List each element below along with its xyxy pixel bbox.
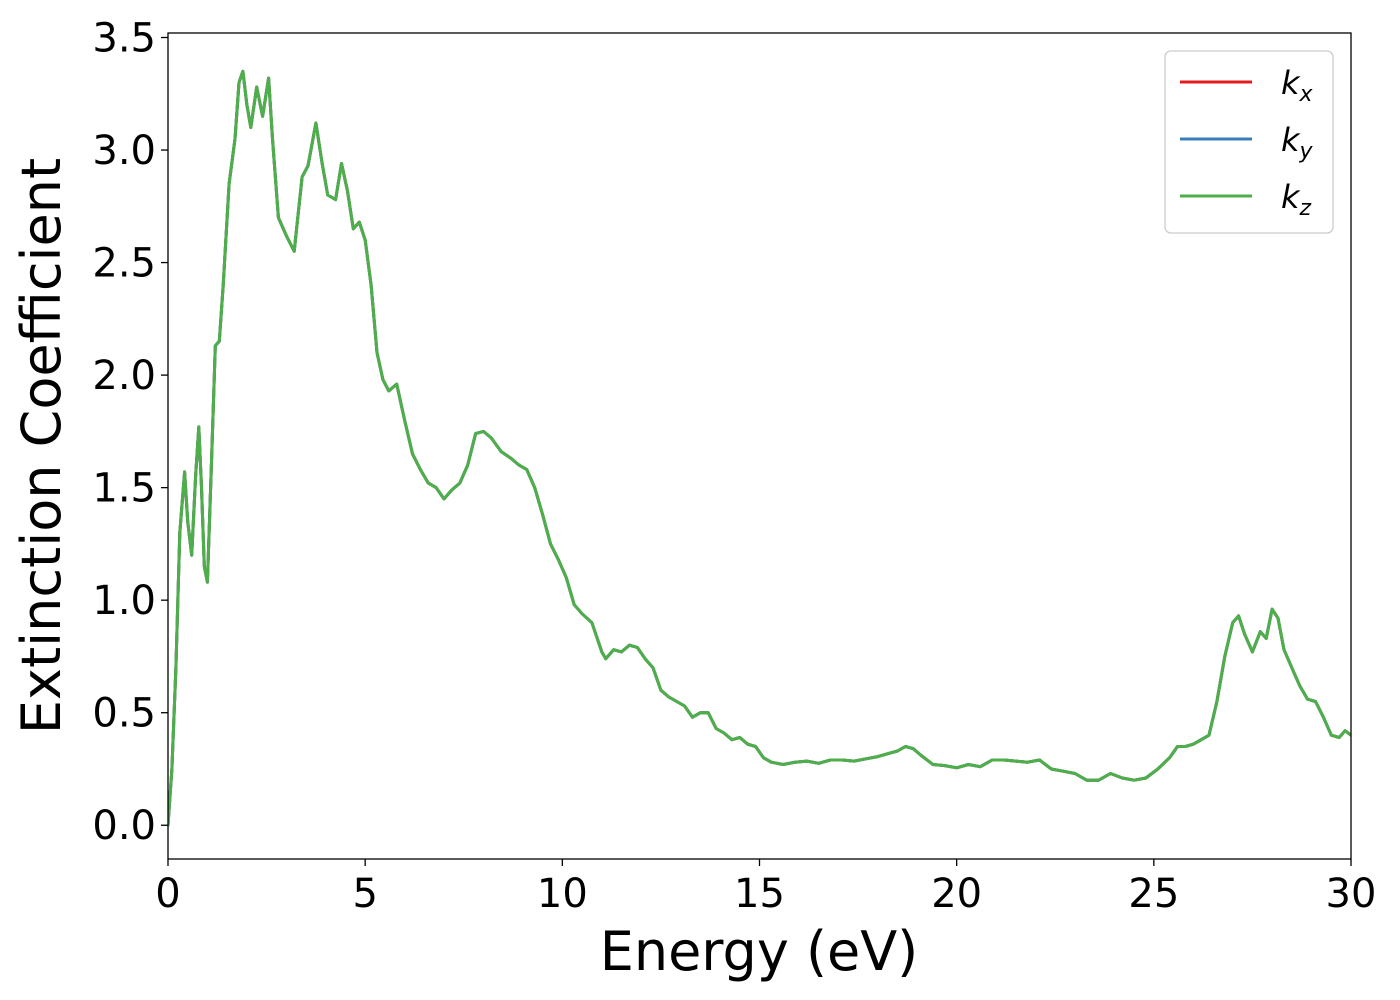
x-axis-title: Energy (eV) xyxy=(600,920,919,983)
y-axis: 0.0 0.5 1.0 1.5 2.0 2.5 3.0 3.5 xyxy=(92,16,168,849)
legend: kx ky kz xyxy=(1164,50,1334,234)
legend-label-kz: kz xyxy=(1281,178,1312,221)
x-tick-label: 5 xyxy=(352,871,377,917)
legend-frame xyxy=(1164,50,1334,234)
y-tick-label: 0.0 xyxy=(92,803,156,849)
y-axis-title: Extinction Coefficient xyxy=(10,158,73,734)
series-layer xyxy=(168,69,1351,827)
x-tick-label: 20 xyxy=(931,871,982,917)
y-tick-label: 1.0 xyxy=(92,578,156,624)
x-axis: 0 5 10 15 20 25 30 xyxy=(155,859,1376,917)
y-tick-label: 1.5 xyxy=(92,466,156,512)
x-tick-label: 25 xyxy=(1128,871,1179,917)
x-tick-label: 0 xyxy=(155,871,180,917)
x-tick-label: 10 xyxy=(537,871,588,917)
y-tick-label: 3.5 xyxy=(92,16,156,62)
x-tick-label: 30 xyxy=(1326,871,1377,917)
y-tick-label: 2.5 xyxy=(92,241,156,287)
series-line-kz xyxy=(168,69,1351,827)
legend-label-ky: ky xyxy=(1281,121,1314,164)
y-tick-label: 0.5 xyxy=(92,691,156,737)
x-tick-label: 15 xyxy=(734,871,785,917)
y-tick-label: 3.0 xyxy=(92,128,156,174)
legend-label-kx: kx xyxy=(1281,64,1314,107)
y-tick-label: 2.0 xyxy=(92,353,156,399)
